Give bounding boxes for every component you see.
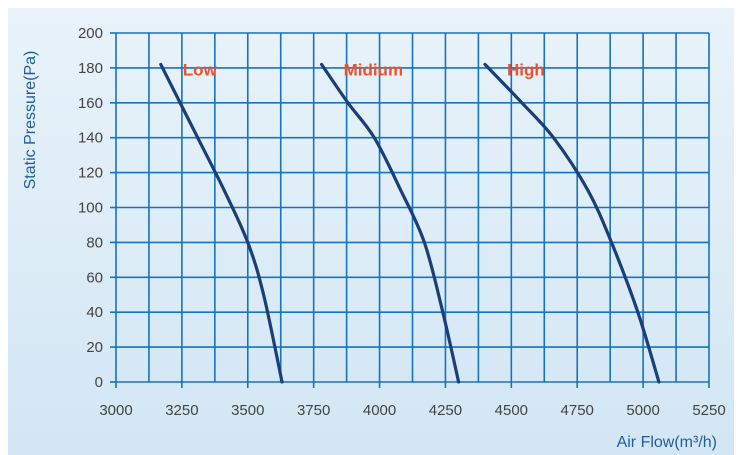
series-line-low bbox=[159, 62, 284, 384]
y-tick-label: 180 bbox=[78, 60, 103, 77]
x-tick-label: 3750 bbox=[297, 402, 330, 419]
series-line-midium bbox=[319, 62, 461, 384]
x-tick-label: 5250 bbox=[692, 402, 725, 419]
y-tick-label: 0 bbox=[95, 374, 103, 391]
y-tick-label: 120 bbox=[78, 165, 103, 182]
series bbox=[159, 62, 661, 384]
tick-labels: 3000 3250 3500 3750 4000 4250 4500 4750 5000 5250… bbox=[78, 25, 726, 419]
y-tick-label: 60 bbox=[86, 269, 103, 286]
x-tick-label: 5000 bbox=[626, 402, 659, 419]
series-label-low: Low bbox=[183, 60, 218, 79]
y-tick-label: 100 bbox=[78, 200, 103, 217]
series-label-high: High bbox=[507, 60, 545, 79]
x-tick-label: 3500 bbox=[231, 402, 264, 419]
y-tick-label: 20 bbox=[86, 339, 103, 356]
x-tick-label: 3000 bbox=[99, 402, 132, 419]
x-tick-label: 4500 bbox=[495, 402, 528, 419]
series-label-midium: Midium bbox=[344, 60, 404, 79]
x-axis-label: Air Flow(m³/h) bbox=[617, 434, 717, 451]
x-tick-label: 4000 bbox=[363, 402, 396, 419]
y-tick-label: 160 bbox=[78, 95, 103, 112]
x-tick-label: 3250 bbox=[165, 402, 198, 419]
y-tick-label: 40 bbox=[86, 304, 103, 321]
y-tick-label: 80 bbox=[86, 234, 103, 251]
series-labels: Low Midium High bbox=[183, 60, 545, 79]
chart-background bbox=[8, 8, 734, 455]
x-tick-label: 4750 bbox=[561, 402, 594, 419]
y-tick-label: 200 bbox=[78, 25, 103, 42]
x-tick-label: 4250 bbox=[429, 402, 462, 419]
series-line-high bbox=[483, 62, 661, 384]
y-axis-label: Static Pressure(Pa) bbox=[22, 51, 39, 190]
y-tick-label: 140 bbox=[78, 130, 103, 147]
